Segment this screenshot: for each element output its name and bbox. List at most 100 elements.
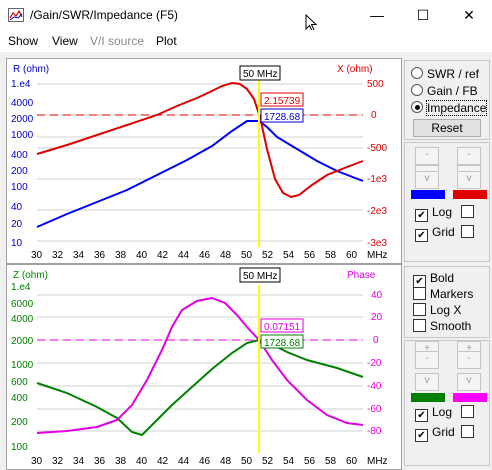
svg-text:-2e3: -2e3	[367, 206, 387, 217]
svg-text:1.e4: 1.e4	[11, 79, 31, 90]
svg-text:4000: 4000	[11, 98, 34, 109]
z-color-swatch[interactable]	[411, 393, 445, 402]
bottom-log-right-checkbox[interactable]	[461, 405, 478, 419]
svg-text:4000: 4000	[11, 314, 34, 325]
reset-button[interactable]: Reset	[413, 119, 481, 137]
svg-text:2000: 2000	[11, 114, 34, 125]
svg-text:40: 40	[136, 456, 148, 467]
gain-radio-dot	[411, 84, 423, 96]
resistance-curve	[36, 120, 364, 228]
reactance-curve	[36, 81, 364, 199]
bottom-grid-checkbox[interactable]: ✔ Grid	[415, 425, 455, 442]
impedance-phase-plot[interactable]: Z (ohm) Phase 1.e4 6000 4000 2000 1000 6…	[6, 264, 402, 470]
bottom-log-checkbox[interactable]: ✔ Log	[415, 405, 452, 422]
minimize-button[interactable]: —	[370, 7, 384, 23]
svg-text:6000: 6000	[11, 299, 34, 310]
left-axis-ticks: 1.e4 4000 2000 1000 400 200 100 40 20 10	[11, 79, 34, 249]
frequency-marker-label: 50 MHz	[243, 69, 277, 80]
svg-text:0: 0	[373, 335, 379, 346]
close-button[interactable]: ✕	[463, 7, 475, 23]
reactance-value-readout: 2.15739	[264, 96, 301, 107]
smooth-checkbox[interactable]: Smooth	[413, 319, 471, 333]
svg-text:1000: 1000	[11, 130, 34, 141]
r-color-swatch[interactable]	[411, 190, 445, 199]
z-scale-down-button[interactable]: -	[415, 351, 439, 369]
svg-text:100: 100	[11, 182, 28, 193]
top-log-right-checkbox[interactable]	[461, 205, 478, 219]
svg-text:30: 30	[31, 456, 43, 467]
svg-text:100: 100	[11, 442, 28, 453]
svg-text:32: 32	[52, 456, 64, 467]
svg-text:44: 44	[178, 250, 190, 261]
svg-text:42: 42	[157, 456, 169, 467]
r-scale-up-button[interactable]: -	[415, 147, 439, 165]
top-grid-checkbox[interactable]: ✔ Grid	[415, 225, 455, 242]
svg-text:36: 36	[94, 250, 106, 261]
svg-text:-60: -60	[367, 404, 382, 415]
menu-view[interactable]: View	[52, 34, 78, 48]
swr-radio[interactable]: SWR / ref	[411, 67, 479, 81]
svg-text:60: 60	[346, 456, 358, 467]
left-axis-title: R (ohm)	[13, 64, 49, 75]
svg-text:48: 48	[220, 250, 232, 261]
phase-curve	[36, 296, 364, 434]
z-v-button[interactable]: v	[415, 373, 439, 391]
r-v-button[interactable]: v	[415, 171, 439, 189]
frequency-marker-label-box	[239, 65, 281, 81]
svg-text:30: 30	[31, 250, 43, 261]
phase-color-swatch[interactable]	[453, 393, 487, 402]
x-color-swatch[interactable]	[453, 190, 487, 199]
menu-bar: Show View V/I source Plot	[0, 30, 492, 52]
frequency-marker-label: 50 MHz	[243, 271, 277, 282]
right-axis-ticks: 500 0 -500 -1e3 -2e3 -3e3	[367, 79, 387, 249]
phase-scale-down-button[interactable]: -	[457, 351, 481, 369]
x-axis-ticks: 30 32 34 36 38 40 42 44 46 48 50 52 54 5…	[31, 250, 388, 261]
app-icon	[8, 8, 24, 22]
menu-plot[interactable]: Plot	[156, 34, 177, 48]
x-axis-ticks: 30 32 34 36 38 40 42 44 46 48 50 52 54 5…	[31, 456, 388, 467]
svg-text:400: 400	[11, 393, 28, 404]
top-plot-controls: - - - - v v ✔Log ✔Grid	[404, 142, 490, 262]
mode-panel: SWR / ref Gain / FB Impedance Reset	[404, 60, 490, 140]
svg-text:40: 40	[371, 290, 383, 301]
svg-text:56: 56	[304, 250, 316, 261]
svg-text:38: 38	[115, 250, 127, 261]
svg-text:-1e3: -1e3	[367, 174, 387, 185]
svg-text:MHz: MHz	[367, 250, 388, 261]
top-grid-check-icon: ✔	[415, 229, 428, 242]
bottom-plot-controls: + + - - v v ✔ Log ✔ Grid	[404, 340, 490, 466]
gain-radio[interactable]: Gain / FB	[411, 84, 478, 98]
svg-text:46: 46	[199, 250, 211, 261]
svg-text:50: 50	[241, 456, 253, 467]
right-axis-title: X (ohm)	[337, 64, 373, 75]
logx-checkbox[interactable]: Log X	[413, 303, 461, 317]
impedance-rx-plot[interactable]: R (ohm) X (ohm) 1.e4 4000 2000 1000 400 …	[6, 58, 402, 264]
svg-text:40: 40	[136, 250, 148, 261]
svg-text:54: 54	[283, 456, 295, 467]
menu-vi-source[interactable]: V/I source	[90, 34, 145, 48]
top-log-checkbox[interactable]: ✔ Log	[415, 205, 452, 222]
top-log-check-icon: ✔	[415, 209, 428, 222]
x-v-button[interactable]: v	[457, 171, 481, 189]
svg-text:56: 56	[304, 456, 316, 467]
markers-checkbox[interactable]: Markers	[413, 287, 473, 301]
impedance-radio[interactable]: Impedance	[411, 100, 488, 116]
menu-show[interactable]: Show	[8, 34, 39, 48]
svg-text:1.e4: 1.e4	[11, 282, 31, 293]
svg-text:38: 38	[115, 456, 127, 467]
svg-text:600: 600	[11, 377, 28, 388]
window-title: /Gain/SWR/Impedance (F5)	[30, 8, 179, 22]
top-grid-right-checkbox[interactable]	[461, 225, 478, 239]
svg-text:48: 48	[220, 456, 232, 467]
svg-text:20: 20	[11, 219, 23, 230]
bold-checkbox[interactable]: ✔ Bold	[413, 271, 454, 288]
svg-text:52: 52	[262, 250, 274, 261]
svg-text:40: 40	[11, 202, 23, 213]
x-scale-up-button[interactable]: -	[457, 147, 481, 165]
bottom-log-check-icon: ✔	[415, 409, 428, 422]
bottom-grid-right-checkbox[interactable]	[461, 425, 478, 439]
bold-check-icon: ✔	[413, 275, 426, 288]
phase-v-button[interactable]: v	[457, 373, 481, 391]
maximize-button[interactable]: ☐	[416, 7, 430, 23]
left-axis-title: Z (ohm)	[13, 270, 48, 281]
